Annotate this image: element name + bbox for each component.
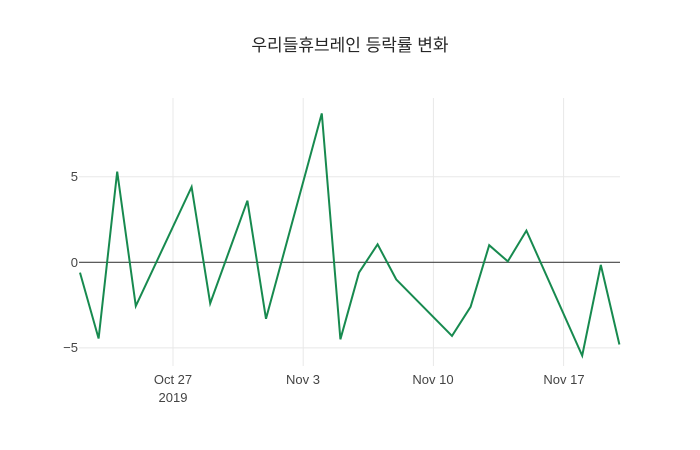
x-tick-date: Oct 27	[153, 372, 193, 387]
x-axis-tick-label: Oct 27 2019	[128, 371, 218, 407]
x-axis-tick-label: Nov 10	[388, 371, 478, 389]
y-axis-tick-label: 5	[70, 169, 78, 184]
y-axis-tick-label: 0	[70, 255, 78, 270]
price-change-line-series	[79, 113, 621, 359]
x-tick-date: Nov 3	[286, 372, 320, 387]
chart-title: 우리들휴브레인 등락률 변화	[251, 36, 449, 55]
x-axis-tick-label: Nov 17	[519, 371, 609, 389]
x-tick-date: Nov 17	[543, 372, 585, 387]
y-axis-tick-label: −5	[63, 340, 78, 355]
x-axis-tick-label: Nov 3	[258, 371, 348, 389]
x-tick-date: Nov 10	[412, 372, 454, 387]
x-tick-year: 2019	[158, 390, 188, 405]
